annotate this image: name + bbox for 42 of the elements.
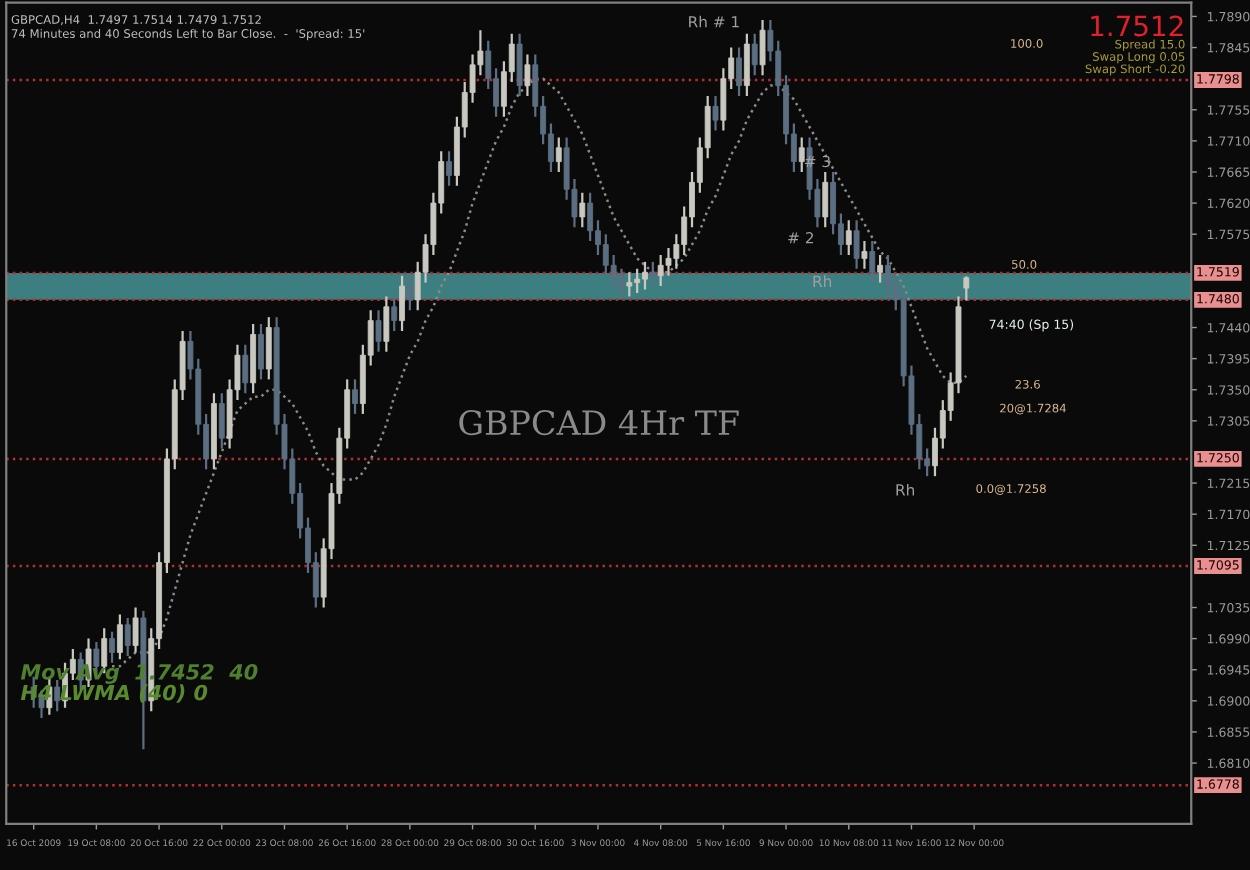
candlestick [109,630,115,664]
candlestick [446,150,452,187]
candlestick [579,191,586,229]
candlestick [751,32,758,77]
candlestick [649,260,656,288]
candlestick [391,295,398,333]
candlestick [265,316,272,381]
candlestick [524,53,531,98]
candlestick [634,267,641,295]
candlestick [218,392,225,450]
candlestick [602,233,609,277]
candlestick [861,240,868,270]
candlestick [116,613,123,661]
candlestick [885,253,891,298]
candlestick [822,170,829,229]
candlestick [626,271,633,298]
candlestick [877,253,884,284]
candlestick [375,309,382,353]
text: GBPCAD 4Hr TF [459,410,739,436]
candlestick [657,253,664,288]
candlestick [743,32,750,98]
candlestick [587,191,594,243]
candlestick [516,32,523,98]
candlestick [399,274,405,333]
candlestick [642,260,648,291]
candlestick [383,295,390,353]
candlestick [736,46,742,98]
candlestick [406,274,413,312]
candlestick [853,219,860,270]
candlestick [798,136,805,174]
candlestick [242,343,249,395]
candlestick [963,275,970,302]
candlestick [258,322,264,381]
candlestick [352,378,358,416]
candlestick [759,18,766,77]
candlestick [869,240,876,284]
candlestick [845,219,852,257]
candlestick [555,136,562,174]
candlestick [132,606,139,654]
candlestick [712,94,719,132]
candlestick [124,616,131,658]
text: 1.7512 [1091,15,1183,37]
